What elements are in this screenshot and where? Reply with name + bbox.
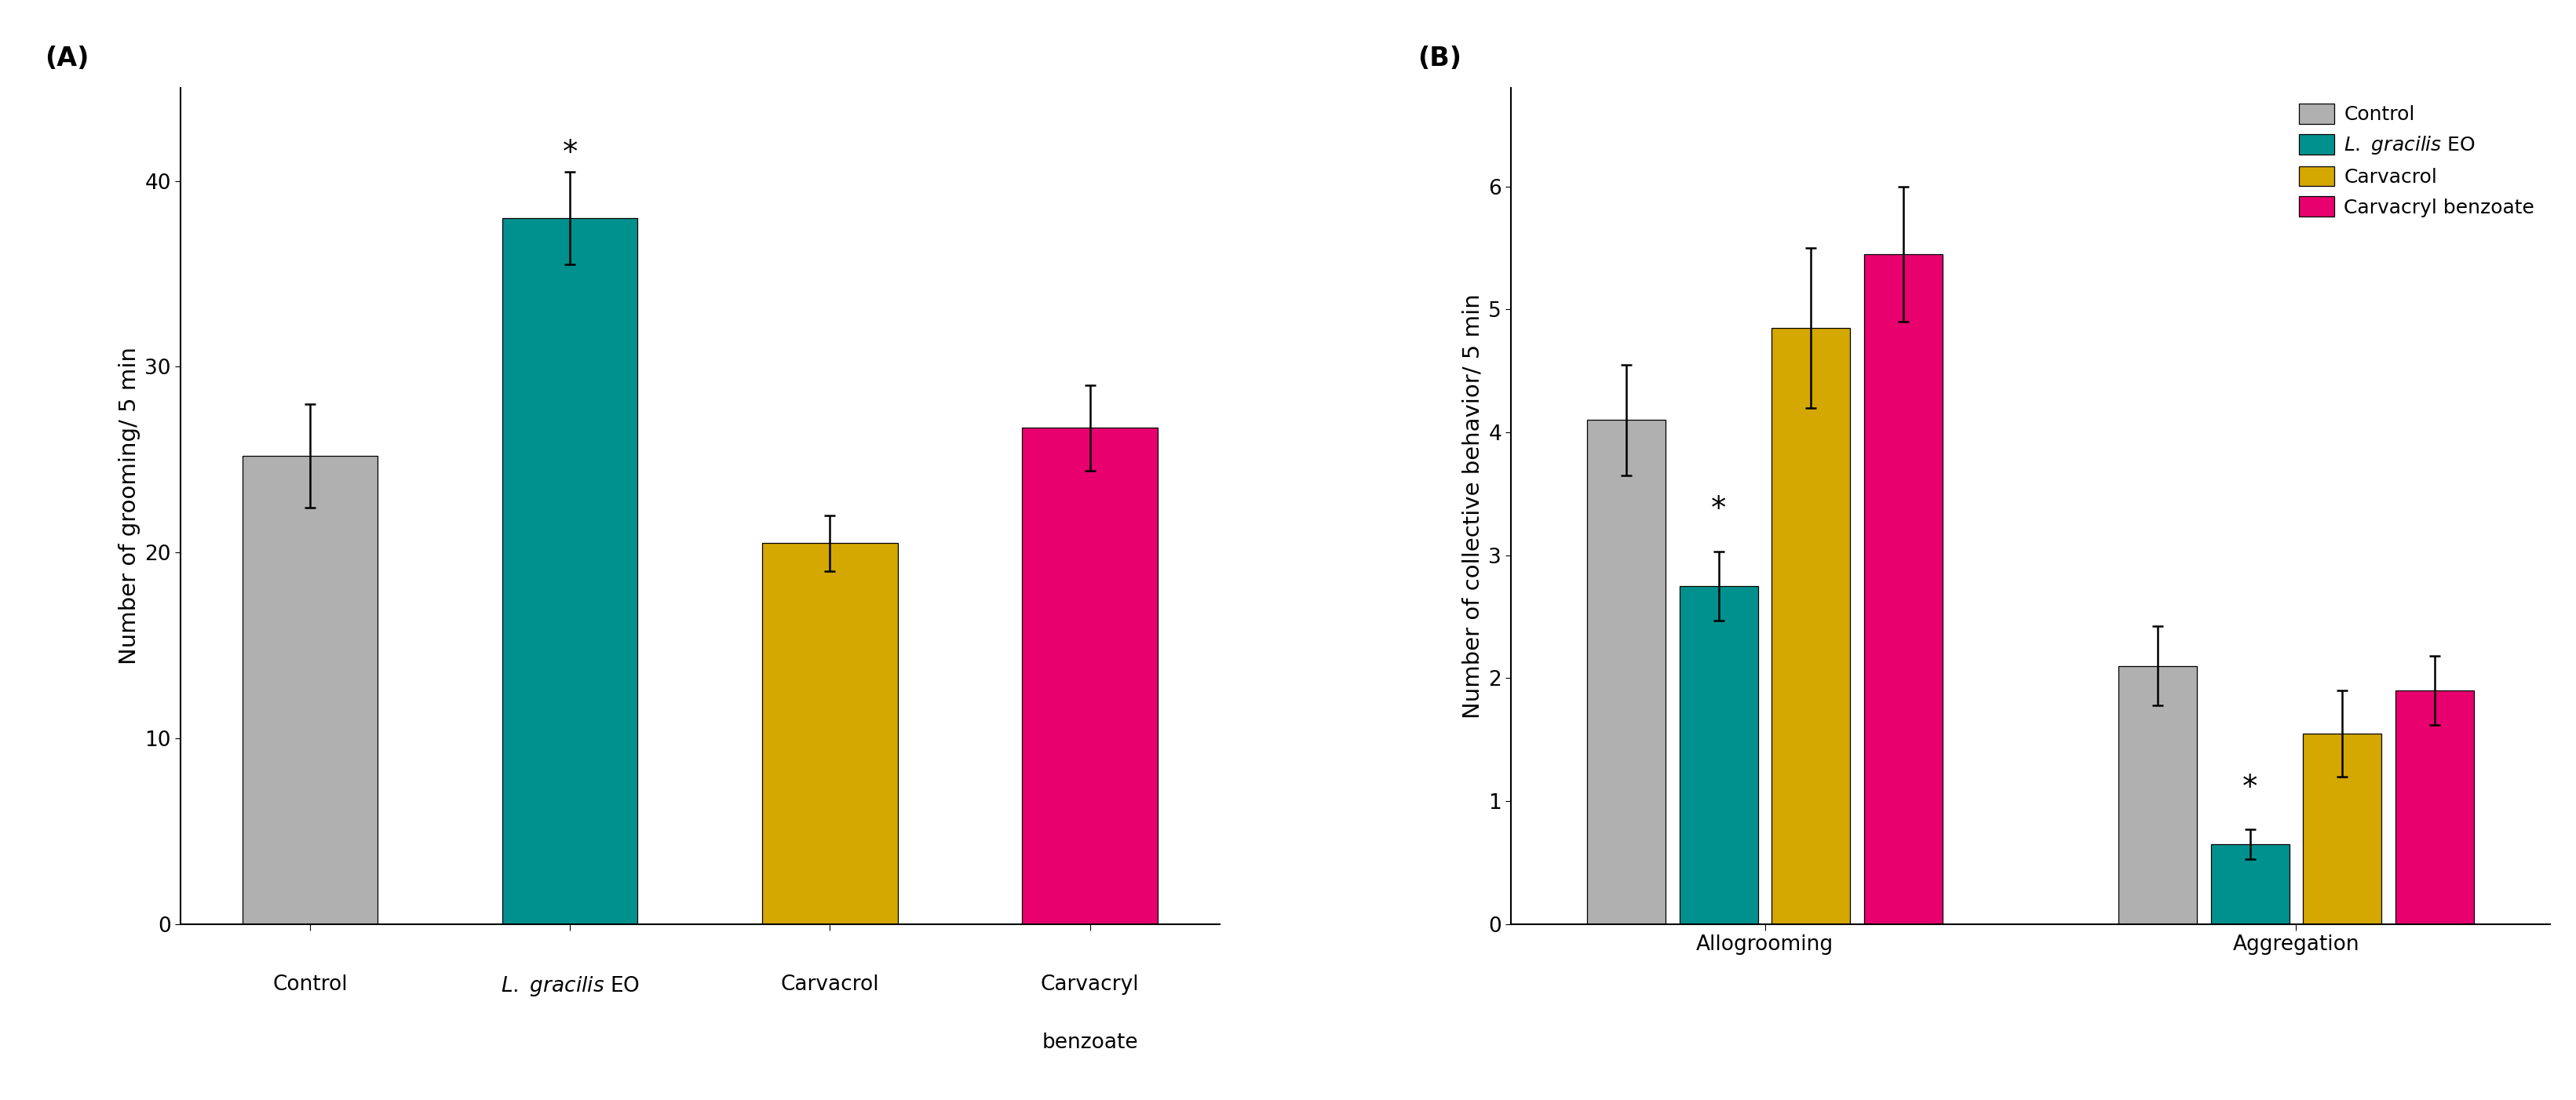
Text: *: * — [1710, 495, 1726, 525]
Bar — [1587, 420, 1667, 924]
Text: benzoate: benzoate — [1041, 1033, 1139, 1053]
Text: Control: Control — [273, 975, 348, 994]
Bar — [1865, 254, 1942, 924]
Text: (B): (B) — [1417, 45, 1461, 72]
Bar — [1772, 328, 1850, 924]
Bar — [2210, 844, 2290, 924]
Bar — [762, 543, 896, 924]
Bar — [2396, 691, 2473, 924]
Bar — [1680, 586, 1757, 924]
Text: *: * — [2241, 772, 2257, 802]
Bar — [1023, 428, 1157, 924]
Text: (A): (A) — [46, 45, 90, 72]
Text: Carvacryl: Carvacryl — [1041, 975, 1139, 994]
Bar — [2117, 665, 2197, 924]
Legend: Control, $\it{L.\ gracilis}$ EO, Carvacrol, Carvacryl benzoate: Control, $\it{L.\ gracilis}$ EO, Carvacr… — [2293, 98, 2540, 223]
Bar — [502, 218, 639, 924]
Text: $\it{L.\ gracilis}$ EO: $\it{L.\ gracilis}$ EO — [500, 975, 639, 998]
Text: Carvacrol: Carvacrol — [781, 975, 878, 994]
Text: *: * — [562, 139, 577, 168]
Y-axis label: Number of grooming/ 5 min: Number of grooming/ 5 min — [118, 348, 142, 664]
Bar — [2303, 734, 2383, 924]
Y-axis label: Number of collective behavior/ 5 min: Number of collective behavior/ 5 min — [1463, 294, 1484, 718]
Bar — [242, 455, 379, 924]
